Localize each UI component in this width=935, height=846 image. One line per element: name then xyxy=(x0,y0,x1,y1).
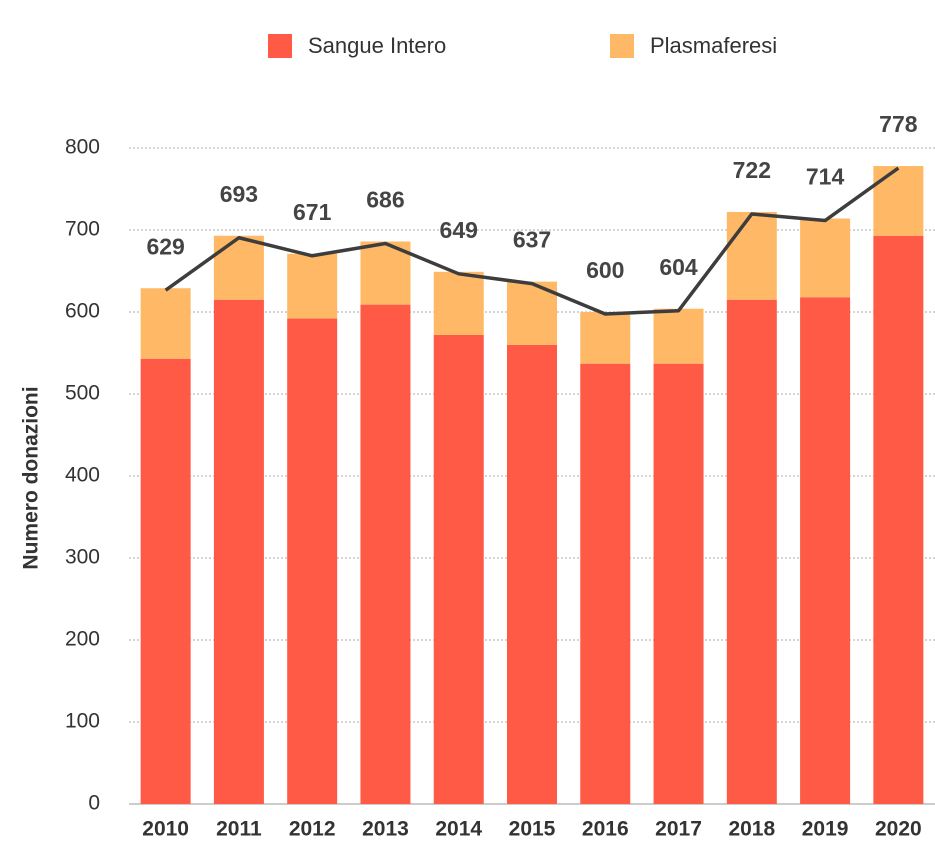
x-tick-label: 2018 xyxy=(728,818,775,841)
bar xyxy=(507,344,557,804)
bar xyxy=(140,288,191,359)
y-tick-label: 200 xyxy=(65,628,100,651)
value-label: 686 xyxy=(366,187,404,213)
bar xyxy=(800,218,851,298)
y-tick-label: 400 xyxy=(65,464,100,487)
y-tick-label: 600 xyxy=(65,300,100,323)
legend-swatch xyxy=(610,34,634,58)
value-label: 604 xyxy=(659,254,698,280)
bar xyxy=(360,304,411,804)
value-label: 649 xyxy=(440,217,478,243)
value-label: 778 xyxy=(879,111,918,137)
legend-label: Sangue Intero xyxy=(308,33,446,58)
x-tick-label: 2011 xyxy=(216,818,262,841)
bar xyxy=(433,334,484,804)
bar xyxy=(287,253,338,319)
y-tick-label: 500 xyxy=(65,382,100,405)
y-tick-label: 0 xyxy=(88,792,100,815)
bar xyxy=(726,299,777,804)
y-tick-label: 800 xyxy=(65,136,100,159)
bar xyxy=(726,211,777,300)
bar xyxy=(140,358,191,804)
x-tick-label: 2017 xyxy=(655,818,702,841)
bar xyxy=(213,235,264,300)
x-tick-label: 2015 xyxy=(509,818,556,841)
bar xyxy=(873,235,924,805)
bar xyxy=(580,363,631,804)
bar xyxy=(287,318,338,804)
x-tick-label: 2013 xyxy=(362,818,409,841)
value-label: 722 xyxy=(733,157,771,183)
y-tick-label: 300 xyxy=(65,546,100,569)
bar xyxy=(653,363,704,804)
x-tick-label: 2020 xyxy=(875,818,922,841)
x-tick-label: 2016 xyxy=(582,818,629,841)
x-tick-label: 2010 xyxy=(142,818,189,841)
bar xyxy=(653,308,704,364)
value-label: 714 xyxy=(806,164,845,190)
total-line xyxy=(164,166,900,316)
value-label: 600 xyxy=(586,257,624,283)
bar xyxy=(800,297,851,804)
legend-label: Plasmaferesi xyxy=(650,33,777,58)
y-tick-label: 100 xyxy=(65,710,100,733)
bar xyxy=(873,166,924,236)
bar xyxy=(213,299,264,804)
y-axis-title: Numero donazioni xyxy=(20,386,43,569)
bar xyxy=(433,271,484,335)
x-tick-label: 2019 xyxy=(802,818,849,841)
value-label: 693 xyxy=(220,181,258,207)
x-tick-label: 2012 xyxy=(289,818,336,841)
y-tick-label: 700 xyxy=(65,218,100,241)
bar xyxy=(580,312,631,364)
value-label: 637 xyxy=(513,227,551,253)
x-tick-label: 2014 xyxy=(435,818,482,841)
legend-swatch xyxy=(268,34,292,58)
value-label: 629 xyxy=(146,233,184,259)
value-label: 671 xyxy=(293,199,332,225)
